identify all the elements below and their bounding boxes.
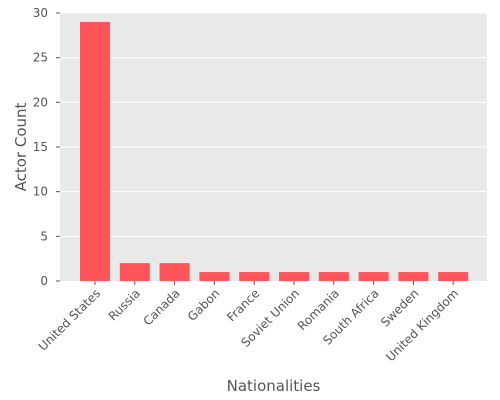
bar: [358, 272, 389, 281]
y-tick-label: 5: [40, 229, 48, 243]
bar: [398, 272, 429, 281]
x-tick-label: Russia: [106, 286, 143, 323]
bar: [119, 263, 150, 281]
y-axis-ticks: 0 5 10 15 20 25 30: [33, 6, 60, 288]
x-axis-title: Nationalities: [227, 377, 321, 395]
y-tick-label: 25: [33, 51, 48, 65]
y-axis-title: Actor Count: [12, 102, 30, 191]
x-tick-label: Gabon: [185, 286, 223, 324]
bar: [239, 272, 270, 281]
bar: [279, 272, 309, 281]
x-tick-label: United Kingdom: [383, 286, 461, 364]
bar: [318, 272, 349, 281]
y-tick-label: 15: [33, 140, 48, 154]
x-tick-label: France: [224, 286, 262, 324]
y-tick-label: 10: [33, 185, 48, 199]
bar: [80, 21, 110, 282]
y-tick-label: 20: [33, 95, 48, 109]
y-tick-label: 30: [33, 6, 48, 20]
grid-lines: [60, 12, 487, 237]
bar: [199, 272, 230, 281]
x-tick-label: Canada: [141, 286, 183, 328]
x-tick-label: United States: [36, 286, 103, 353]
bar: [159, 263, 190, 281]
y-tick-label: 0: [40, 274, 48, 288]
bars: [80, 21, 469, 282]
bar: [438, 272, 469, 281]
